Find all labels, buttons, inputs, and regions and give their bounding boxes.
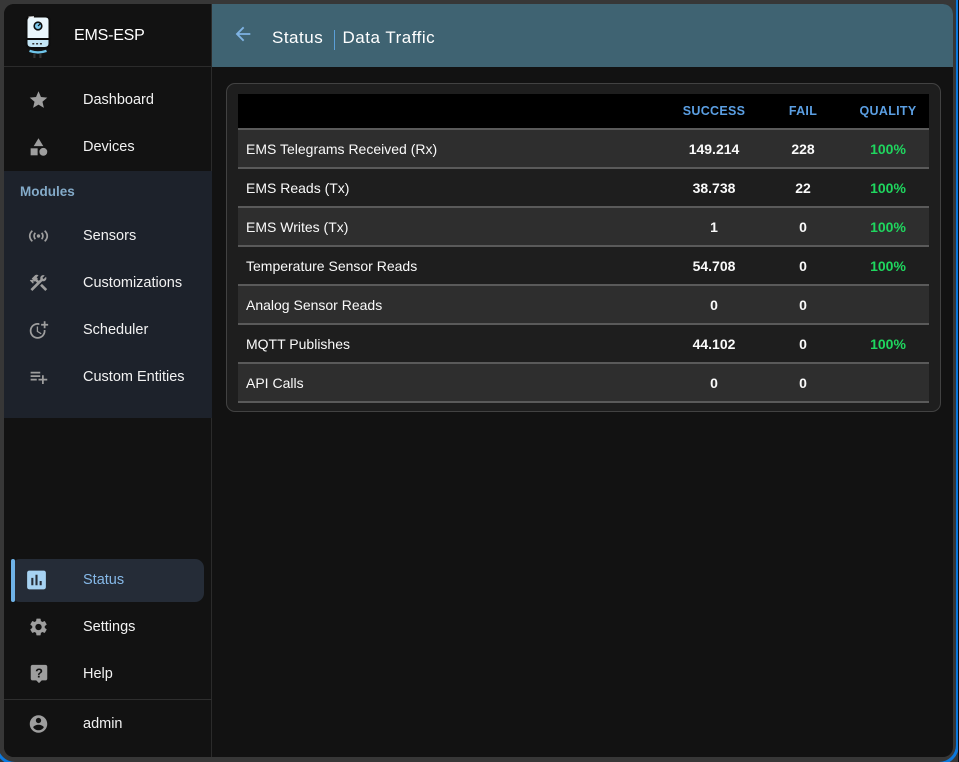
svg-text:?: ? [35,666,43,681]
